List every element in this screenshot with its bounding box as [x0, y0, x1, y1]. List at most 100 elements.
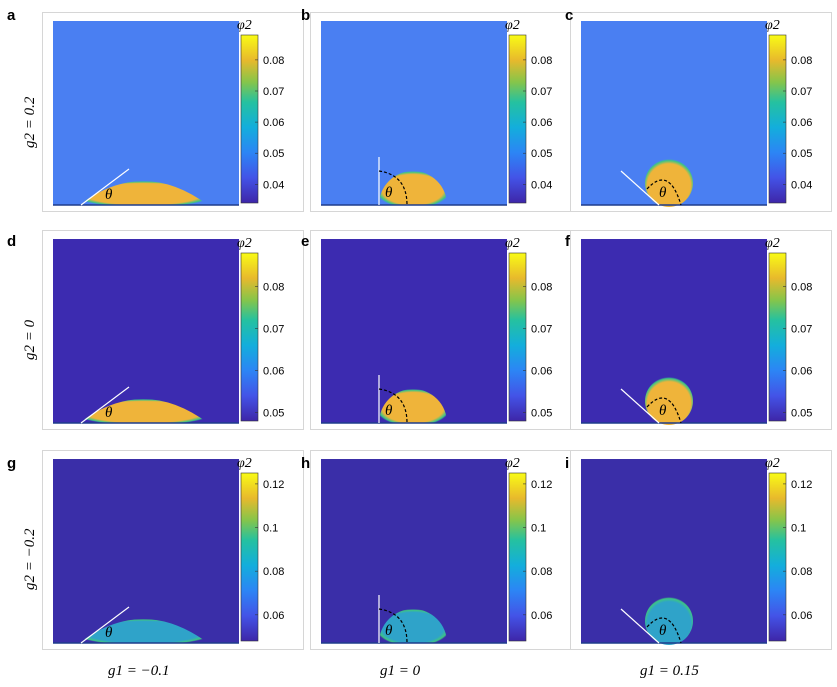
panel-i: θ φ2 0.06 0.08 0.1 0.12 i	[565, 450, 832, 650]
colorbar-tick-label-g-2: 0.1	[263, 523, 278, 535]
theta-label-c: θ	[659, 185, 667, 201]
colorbar-e	[508, 252, 527, 422]
panel-b: θ φ2 0.04 0.05 0.06 0.07 0.08 b	[301, 7, 572, 212]
colorbar-tick-label-c-4: 0.08	[791, 55, 812, 67]
colorbar-tick-label-f-1: 0.06	[791, 366, 812, 378]
colorbar-c	[768, 34, 787, 204]
tangent-line-c	[620, 170, 660, 206]
heatmap-i: θ φ2 0.06 0.08 0.1 0.12	[581, 456, 812, 645]
colorbar-tick-label-f-2: 0.07	[791, 324, 812, 336]
droplet-e	[379, 389, 447, 423]
field-background-a	[53, 21, 239, 205]
panel-d: θ φ2 0.05 0.06 0.07 0.08 d	[7, 230, 304, 430]
angle-arc-c	[646, 179, 682, 206]
colorbar-tick-label-g-0: 0.06	[263, 610, 284, 622]
colorbar-tick-label-d-3: 0.08	[263, 282, 284, 294]
colorbar-label-g: φ2	[237, 456, 252, 471]
heatmap-b: θ φ2 0.04 0.05 0.06 0.07 0.08	[321, 18, 552, 206]
row-label-g2-0: g2 = 0	[22, 319, 38, 360]
panel-letter-g: g	[7, 455, 17, 472]
row-label-g2-neg0.2: g2 = −0.2	[22, 528, 38, 591]
panel-letter-e: e	[301, 233, 310, 250]
tangent-line-i	[620, 608, 660, 644]
colorbar-tick-label-a-0: 0.04	[263, 179, 284, 191]
angle-arc-f	[646, 397, 682, 424]
colorbar-tick-label-b-4: 0.08	[531, 55, 552, 67]
droplet-d	[79, 399, 208, 423]
colorbar-label-e: φ2	[505, 236, 520, 251]
panel-letter-i: i	[565, 455, 570, 472]
column-label-g1-0: g1 = 0	[380, 663, 421, 679]
tangent-line-g	[80, 606, 130, 644]
colorbar-label-i: φ2	[765, 456, 780, 471]
colorbar-d	[240, 252, 259, 422]
theta-label-i: θ	[659, 623, 667, 639]
colorbar-tick-label-e-2: 0.07	[531, 324, 552, 336]
heatmap-g: θ φ2 0.06 0.08 0.1 0.12	[53, 456, 284, 644]
column-label-g1-neg0.1: g1 = −0.1	[108, 663, 170, 679]
colorbar-tick-label-f-3: 0.08	[791, 282, 812, 294]
panel-c: θ φ2 0.04 0.05 0.06 0.07 0.08 c	[565, 7, 832, 212]
colorbar-tick-label-d-2: 0.07	[263, 324, 284, 336]
panel-letter-c: c	[565, 7, 574, 24]
colorbar-tick-label-h-0: 0.06	[531, 610, 552, 622]
heatmap-e: θ φ2 0.05 0.06 0.07 0.08	[321, 236, 552, 424]
colorbar-tick-label-h-3: 0.12	[531, 479, 552, 491]
droplet-a	[79, 181, 208, 205]
field-background-d	[53, 239, 239, 423]
colorbar-tick-label-i-3: 0.12	[791, 479, 812, 491]
theta-label-g: θ	[105, 625, 113, 641]
colorbar-tick-label-d-0: 0.05	[263, 408, 284, 420]
colorbar-tick-label-c-1: 0.05	[791, 148, 812, 160]
tangent-line-f	[620, 388, 660, 424]
colorbar-tick-label-e-0: 0.05	[531, 408, 552, 420]
panel-h: θ φ2 0.06 0.08 0.1 0.12 h	[301, 450, 572, 650]
heatmap-c: θ φ2 0.04 0.05 0.06 0.07 0.08	[581, 18, 812, 207]
heatmap-a: θ φ2 0.04 0.05 0.06 0.07 0.08	[53, 18, 284, 206]
heatmap-d: θ φ2 0.05 0.06 0.07 0.08	[53, 236, 284, 424]
colorbar-tick-label-a-3: 0.07	[263, 86, 284, 98]
colorbar-tick-label-a-2: 0.06	[263, 117, 284, 129]
panel-letter-a: a	[7, 7, 16, 24]
colorbar-label-f: φ2	[765, 236, 780, 251]
theta-label-f: θ	[659, 403, 667, 419]
colorbar-tick-label-a-4: 0.08	[263, 55, 284, 67]
droplet-b	[379, 171, 447, 205]
colorbar-tick-label-h-2: 0.1	[531, 523, 546, 535]
colorbar-tick-label-i-2: 0.1	[791, 523, 806, 535]
colorbar-tick-label-b-2: 0.06	[531, 117, 552, 129]
colorbar-tick-label-b-1: 0.05	[531, 148, 552, 160]
tangent-line-d	[80, 386, 130, 424]
theta-label-b: θ	[385, 185, 393, 201]
colorbar-tick-label-g-1: 0.08	[263, 566, 284, 578]
colorbar-tick-label-c-2: 0.06	[791, 117, 812, 129]
angle-arc-i	[646, 617, 682, 644]
theta-label-e: θ	[385, 403, 393, 419]
colorbar-tick-label-e-1: 0.06	[531, 366, 552, 378]
colorbar-b	[508, 34, 527, 204]
panel-a: θ φ2 0.04 0.05 0.06 0.07 0.08 a	[7, 7, 304, 212]
colorbar-tick-label-c-3: 0.07	[791, 86, 812, 98]
colorbar-i	[768, 472, 787, 642]
colorbar-tick-label-a-1: 0.05	[263, 148, 284, 160]
colorbar-tick-label-b-3: 0.07	[531, 86, 552, 98]
colorbar-tick-label-i-0: 0.06	[791, 610, 812, 622]
panel-letter-b: b	[301, 7, 311, 24]
theta-label-h: θ	[385, 623, 393, 639]
panel-g: θ φ2 0.06 0.08 0.1 0.12 g	[7, 450, 304, 650]
colorbar-label-h: φ2	[505, 456, 520, 471]
colorbar-h	[508, 472, 527, 642]
field-background-g	[53, 459, 239, 643]
colorbar-tick-label-e-3: 0.08	[531, 282, 552, 294]
colorbar-tick-label-c-0: 0.04	[791, 179, 812, 191]
panel-f: θ φ2 0.05 0.06 0.07 0.08 f	[565, 230, 832, 430]
colorbar-tick-label-h-1: 0.08	[531, 566, 552, 578]
panel-letter-h: h	[301, 455, 311, 472]
colorbar-tick-label-f-0: 0.05	[791, 408, 812, 420]
colorbar-a	[240, 34, 259, 204]
droplet-g	[79, 619, 208, 643]
theta-label-a: θ	[105, 187, 113, 203]
heatmap-h: θ φ2 0.06 0.08 0.1 0.12	[321, 456, 552, 644]
colorbar-label-c: φ2	[765, 18, 780, 33]
panel-letter-d: d	[7, 233, 17, 250]
